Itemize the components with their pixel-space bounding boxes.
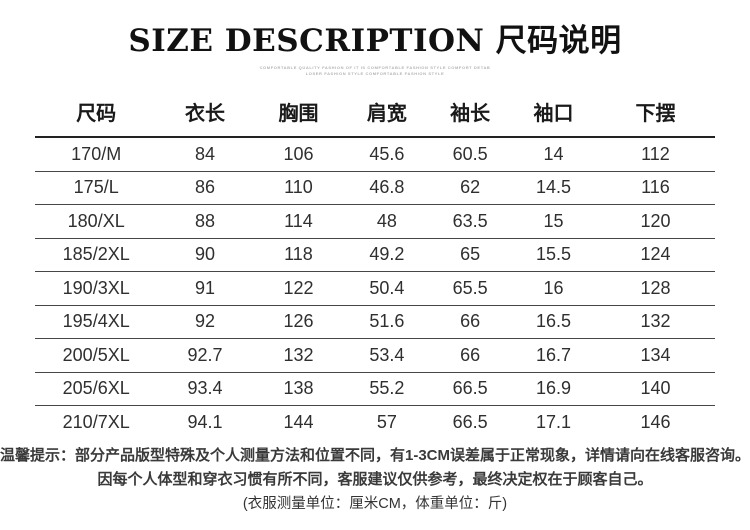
measurement-cell: 114: [252, 204, 345, 239]
measurement-cell: 140: [595, 372, 715, 406]
measurement-cell: 146: [640, 411, 671, 432]
column-header-3: 胸围: [252, 93, 345, 138]
measurement-cell: 60.5: [429, 137, 511, 172]
measurement-cell: 90: [157, 238, 253, 272]
column-header-2: 衣长: [157, 93, 253, 138]
footer-notes: 温馨提示：部分产品版型特殊及个人测量方法和位置不同，有1-3CM误差属于正常现象…: [0, 444, 750, 516]
measurement-cell: 62: [429, 171, 511, 205]
measurement-cell: 106: [252, 137, 345, 172]
measurement-cell: 46.8: [344, 171, 430, 205]
measurement-cell: 92.7: [157, 338, 253, 373]
measurement-cell: 116: [595, 171, 715, 205]
measurement-cell: 118: [252, 238, 345, 272]
measurement-cell: 94.1: [187, 411, 223, 432]
size-cell: 190/3XL: [35, 271, 158, 306]
size-cell: 185/2XL: [35, 238, 158, 272]
table-row: 195/4XL 92 126 51.6 66 16.5 132: [35, 305, 715, 339]
column-header-4: 肩宽: [344, 93, 430, 138]
measurement-cell: 124: [595, 238, 715, 272]
measurement-cell: 65: [429, 238, 511, 272]
measurement-cell: 122: [252, 271, 345, 306]
measurement-cell: 132: [595, 305, 715, 339]
page-title: SIZE DESCRIPTION 尺码说明: [128, 23, 622, 59]
measurement-cell: 88: [157, 204, 253, 239]
measurement-cell: 126: [252, 305, 345, 339]
measurement-cell: 66: [429, 338, 511, 373]
subtitle-line-1: COMFORTABLE QUALITY FASHION OF IT IS COM…: [259, 65, 491, 70]
measurement-cell: 17.1: [535, 411, 571, 432]
note-line-2: 因每个人体型和穿衣习惯有所不同，客服建议仅供参考，最终决定权在于顾客自己。: [97, 470, 653, 488]
measurement-cell: 16.5: [510, 305, 596, 339]
size-table-header-row: 尺码 衣长 胸围 肩宽 袖长 袖口 下摆: [35, 93, 715, 138]
measurement-cell: 15: [510, 204, 596, 239]
measurement-cell: 14.5: [510, 171, 596, 205]
size-cell: 210/7XL: [62, 411, 130, 432]
column-header-7: 下摆: [595, 93, 715, 138]
measurement-cell: 144: [283, 411, 314, 432]
measurement-cell: 91: [157, 271, 253, 306]
size-cell: 205/6XL: [35, 372, 158, 406]
measurement-cell: 92: [157, 305, 253, 339]
table-row: 185/2XL 90 118 49.2 65 15.5 124: [35, 238, 715, 272]
measurement-cell: 51.6: [344, 305, 430, 339]
size-cell: 195/4XL: [35, 305, 158, 339]
table-row: 200/5XL 92.7 132 53.4 66 16.7 134: [35, 338, 715, 373]
measurement-cell: 55.2: [344, 372, 430, 406]
measurement-cell: 53.4: [344, 338, 430, 373]
measurement-cell: 49.2: [344, 238, 430, 272]
measurement-cell: 48: [344, 204, 430, 239]
measurement-cell: 65.5: [429, 271, 511, 306]
measurement-cell: 50.4: [344, 271, 430, 306]
table-row: 190/3XL 91 122 50.4 65.5 16 128: [35, 271, 715, 306]
column-header-1: 尺码: [35, 93, 158, 138]
measurement-cell: 86: [157, 171, 253, 205]
note-units: (衣服测量单位：厘米CM，体重单位：斤): [242, 495, 508, 512]
table-row: 210/7XL 94.1 144 57 66.5 17.1 146: [35, 406, 715, 439]
decorative-subtitle: COMFORTABLE QUALITY FASHION OF IT IS COM…: [0, 65, 750, 77]
measurement-cell: 63.5: [429, 204, 511, 239]
measurement-cell: 128: [595, 271, 715, 306]
table-row: 180/XL 88 114 48 63.5 15 120: [35, 204, 715, 239]
size-description-page: SIZE DESCRIPTION 尺码说明 COMFORTABLE QUALIT…: [0, 15, 750, 530]
measurement-cell: 138: [252, 372, 345, 406]
measurement-cell: 16.7: [510, 338, 596, 373]
subtitle-line-2: LOSER FASHION STYLE COMFORTABLE FASHION …: [305, 71, 445, 76]
size-table: 尺码 衣长 胸围 肩宽 袖长 袖口 下摆 170/M 84 106 45.6 60.5 14 112 17…: [35, 93, 715, 439]
measurement-cell: 45.6: [344, 137, 430, 172]
measurement-cell: 66.5: [452, 411, 488, 432]
note-line-1: 温馨提示：部分产品版型特殊及个人测量方法和位置不同，有1-3CM误差属于正常现象…: [0, 446, 750, 464]
column-header-6: 袖口: [510, 93, 596, 138]
measurement-cell: 93.4: [157, 372, 253, 406]
table-row: 170/M 84 106 45.6 60.5 14 112: [35, 137, 715, 172]
measurement-cell: 66.5: [429, 372, 511, 406]
table-row: 175/L 86 110 46.8 62 14.5 116: [35, 171, 715, 205]
size-cell: 170/M: [35, 137, 158, 172]
measurement-cell: 15.5: [510, 238, 596, 272]
measurement-cell: 84: [157, 137, 253, 172]
measurement-cell: 134: [595, 338, 715, 373]
column-header-5: 袖长: [429, 93, 511, 138]
size-cell: 180/XL: [35, 204, 158, 239]
measurement-cell: 66: [429, 305, 511, 339]
measurement-cell: 120: [595, 204, 715, 239]
measurement-cell: 16: [510, 271, 596, 306]
table-row: 205/6XL 93.4 138 55.2 66.5 16.9 140: [35, 372, 715, 406]
measurement-cell: 57: [376, 411, 397, 432]
size-cell: 200/5XL: [35, 338, 158, 373]
measurement-cell: 110: [252, 171, 345, 205]
measurement-cell: 132: [252, 338, 345, 373]
size-cell: 175/L: [35, 171, 158, 205]
measurement-cell: 112: [595, 137, 715, 172]
measurement-cell: 14: [510, 137, 596, 172]
measurement-cell: 16.9: [510, 372, 596, 406]
